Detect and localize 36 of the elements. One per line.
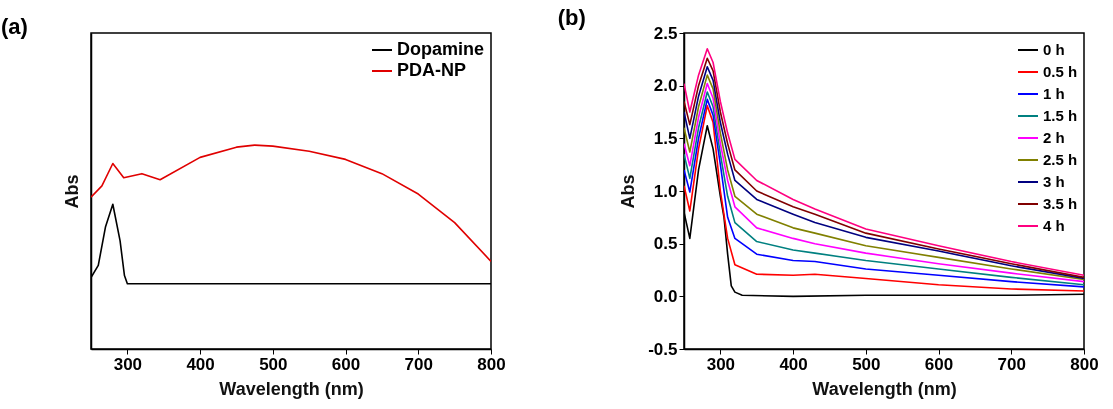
legend-label: 1.5 h [1043,107,1078,124]
legend-label: Dopamine [397,39,485,59]
y-tick-label: 2.0 [653,76,678,96]
x-tick-label: 600 [924,354,954,374]
legend-label: 4 h [1043,217,1065,234]
y-axis-title: Abs [618,174,639,209]
y-tick-label: 0.0 [653,286,678,306]
legend-label: 2 h [1043,129,1065,146]
legend-label: 1 h [1043,85,1065,102]
legend-label: 3 h [1043,173,1065,190]
x-tick-label: 300 [113,354,143,374]
x-axis-title: Wavelength (nm) [812,378,957,399]
legend-label: 3.5 h [1043,195,1078,212]
chart-title: (a) [1,14,28,39]
y-tick-label: -0.5 [648,339,678,359]
x-tick-label: 400 [186,354,215,374]
x-tick-label: 500 [852,354,881,374]
legend-label: 0.5 h [1043,63,1078,80]
x-tick-label: 300 [706,354,736,374]
x-tick-label: 800 [1070,354,1099,374]
y-tick-label: 1.0 [653,181,678,201]
y-axis-title: Abs [61,174,82,209]
x-tick-label: 800 [477,354,506,374]
y-tick-label: 0.5 [653,234,678,254]
y-tick-label: 1.5 [653,128,678,148]
chart-title: (b) [557,5,586,30]
y-tick-label: 2.5 [653,23,678,43]
x-tick-label: 700 [404,354,433,374]
legend-label: PDA-NP [397,60,467,80]
legend-label: 0 h [1043,41,1065,58]
x-tick-label: 500 [259,354,288,374]
x-tick-label: 600 [331,354,361,374]
x-tick-label: 700 [997,354,1026,374]
x-tick-label: 400 [779,354,808,374]
x-axis-title: Wavelength (nm) [219,378,364,399]
legend-label: 2.5 h [1043,151,1078,168]
